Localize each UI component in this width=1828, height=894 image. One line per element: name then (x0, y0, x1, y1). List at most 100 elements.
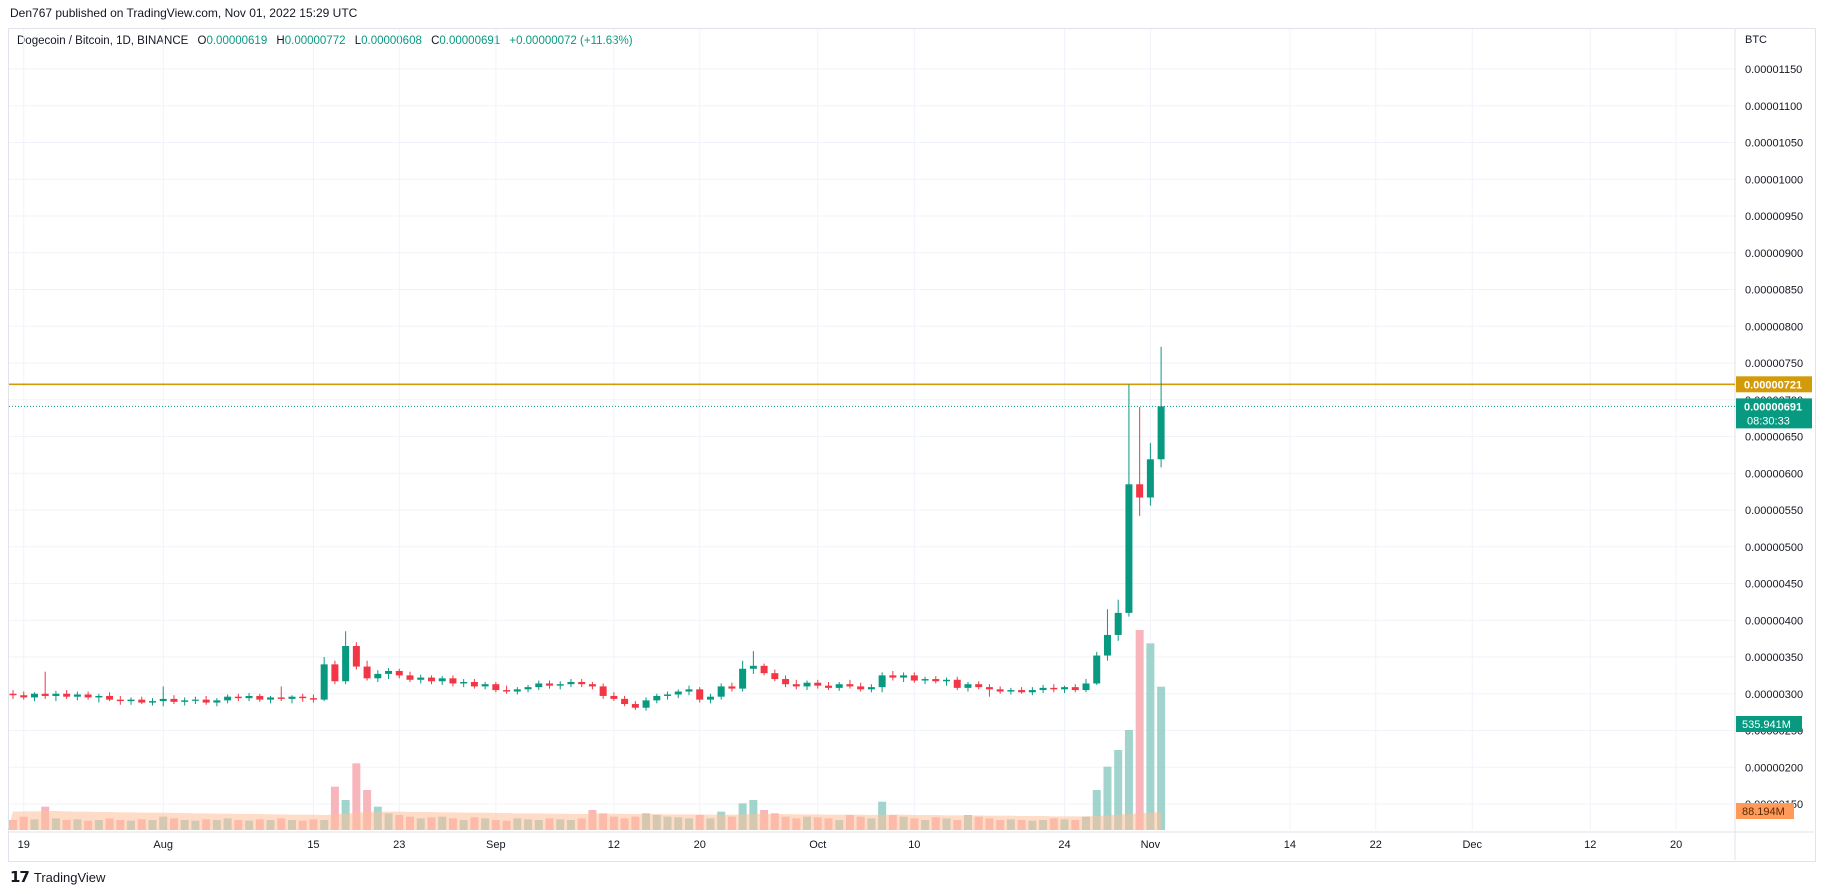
candle-body (664, 694, 672, 696)
y-tick-label: 0.00001050 (1745, 138, 1803, 150)
y-tick-label: 0.00000900 (1745, 248, 1803, 260)
candle-body (116, 699, 124, 702)
candle-body (460, 681, 468, 684)
candle-body (1146, 459, 1154, 498)
candle-body (256, 695, 264, 700)
candle-body (932, 679, 940, 682)
low-label: L (354, 35, 362, 47)
y-tick-label: 0.00000850 (1745, 285, 1803, 297)
symbol-title[interactable]: Dogecoin / Bitcoin, 1D, BINANCE (17, 35, 189, 47)
candle-body (277, 697, 285, 699)
candle-body (1050, 687, 1058, 690)
x-tick-label: Sep (486, 839, 506, 851)
candle-body (1093, 655, 1101, 684)
candle-body (996, 689, 1004, 692)
candle-body (20, 695, 28, 698)
candle-body (900, 675, 908, 678)
volume-bar (1114, 750, 1123, 830)
x-tick-label: 10 (908, 839, 920, 851)
candle-body (771, 673, 779, 680)
candle-body (224, 696, 232, 701)
candle-body (374, 673, 382, 679)
brand-name[interactable]: TradingView (33, 869, 106, 885)
y-tick-label: 0.00000600 (1745, 468, 1803, 480)
candle-body (1007, 690, 1015, 692)
candle-body (760, 665, 768, 674)
candle-body (363, 666, 371, 679)
high-value: 0.00000772 (284, 35, 346, 47)
y-tick-label: 0.00000650 (1745, 432, 1803, 444)
x-tick-label: 24 (1058, 839, 1070, 851)
tradingview-logo-icon[interactable]: 𝟭𝟳 (10, 869, 30, 886)
candle-body (1082, 683, 1090, 691)
footer: 𝟭𝟳 TradingView (10, 868, 105, 886)
x-tick-label: 14 (1284, 839, 1296, 851)
volume-ma-tag (1736, 803, 1794, 819)
candle-body (395, 670, 403, 676)
candle-body (299, 696, 307, 699)
x-tick-label: 20 (1670, 839, 1682, 851)
volume-bar (1103, 766, 1112, 830)
last-price-tag (1736, 398, 1812, 429)
volume-bar (1092, 790, 1101, 830)
countdown-text: 08:30:33 (1747, 415, 1790, 427)
currency-label: BTC (1745, 34, 1767, 46)
candle-body (288, 696, 296, 699)
x-tick-label: Nov (1141, 839, 1161, 851)
candle-body (1103, 634, 1111, 656)
candle-body (481, 684, 489, 687)
volume-value-tag (1736, 716, 1802, 732)
candle-body (342, 645, 350, 682)
x-tick-label: Aug (153, 839, 173, 851)
candle-body (642, 700, 650, 708)
low-value: 0.00000608 (361, 35, 422, 47)
candle-body (943, 679, 951, 682)
volume-bar (363, 790, 372, 830)
volume-value-text: 535.941M (1742, 719, 1791, 731)
candle-body (41, 693, 49, 696)
chart-frame (8, 28, 1816, 862)
y-tick-label: 0.00000500 (1745, 542, 1803, 554)
x-tick-label: 12 (1584, 839, 1596, 851)
y-tick-label: 0.00000550 (1745, 505, 1803, 517)
candle-body (309, 698, 317, 700)
candle-body (406, 675, 414, 680)
candle-body (234, 696, 242, 699)
candle-body (524, 687, 532, 690)
candle-body (52, 693, 60, 696)
candle-body (953, 679, 961, 688)
candle-body (588, 684, 596, 687)
candle-body (1071, 687, 1079, 691)
volume-bar (1135, 630, 1144, 830)
candle-body (857, 686, 865, 690)
candle-body (1114, 612, 1122, 635)
candle-body (470, 681, 478, 687)
x-tick-label: 12 (608, 839, 620, 851)
candle-body (127, 699, 135, 702)
last-price-text: 0.00000691 (1744, 401, 1802, 413)
candle-body (1018, 690, 1026, 693)
close-value: 0.00000691 (439, 35, 501, 47)
candle-body (106, 695, 114, 700)
candle-body (835, 684, 843, 688)
candle-body (889, 675, 897, 678)
candle-body (975, 684, 983, 688)
candle-body (417, 677, 425, 680)
symbol-legend: Dogecoin / Bitcoin, 1D, BINANCE O 0.00000… (17, 35, 633, 47)
y-tick-label: 0.00000450 (1745, 579, 1803, 591)
y-tick-label: 0.00001150 (1745, 64, 1802, 76)
y-tick-label: 0.00000200 (1745, 762, 1803, 774)
candle-body (878, 675, 886, 688)
candle-body (1136, 484, 1144, 498)
x-tick-label: 23 (393, 839, 405, 851)
candle-body (621, 698, 629, 705)
candle-body (803, 682, 811, 687)
candle-body (331, 664, 339, 682)
candle-body (1157, 406, 1165, 460)
candle-body (674, 691, 682, 695)
candle-body (385, 670, 393, 674)
volume-ma-text: 88.194M (1742, 806, 1785, 818)
candle-body (1039, 687, 1047, 691)
open-label: O (197, 35, 207, 47)
